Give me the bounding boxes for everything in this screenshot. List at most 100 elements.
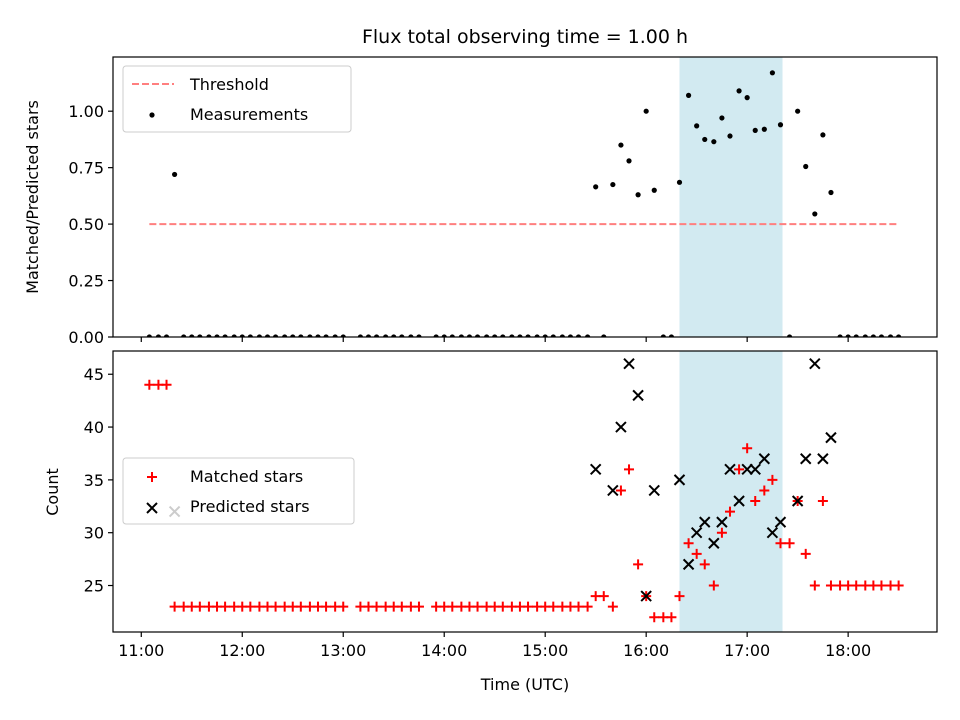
matched-stars-point <box>497 601 508 612</box>
measurements-point <box>340 334 346 337</box>
matched-stars-point <box>270 601 281 612</box>
matched-stars-point <box>775 538 786 549</box>
bottom-x-tick-label: 15:00 <box>522 641 568 660</box>
matched-stars-point <box>371 601 382 612</box>
measurements-point <box>845 334 851 337</box>
measurements-point <box>878 334 885 337</box>
top-y-tick-label: 0.75 <box>68 159 104 178</box>
measurements-point <box>146 334 152 337</box>
measurements-point <box>449 334 455 337</box>
predicted-stars-point <box>682 558 695 571</box>
measurements-point <box>643 108 649 114</box>
measurements-point <box>887 334 894 337</box>
measurements-point <box>567 334 574 337</box>
measurements-point <box>769 70 776 76</box>
measurements-point <box>264 334 271 337</box>
legend-matched-swatch <box>147 472 157 482</box>
measurements-point <box>668 334 675 337</box>
top-y-tick-label: 0.25 <box>68 272 104 291</box>
measurements-point <box>542 334 548 337</box>
measurements-point <box>239 334 245 337</box>
measurements-point <box>231 334 237 337</box>
measurements-point <box>383 334 389 337</box>
bottom-y-tick-label: 25 <box>84 577 104 596</box>
matched-stars-point <box>607 601 618 612</box>
matched-stars-point <box>523 601 534 612</box>
measurements-point <box>484 334 490 337</box>
matched-stars-point <box>691 548 702 559</box>
predicted-stars-point <box>615 421 627 433</box>
matched-stars-point <box>708 580 719 591</box>
measurements-point <box>593 184 599 190</box>
matched-stars-point <box>447 601 458 612</box>
matched-stars-point <box>598 591 609 602</box>
matched-stars-point <box>674 591 685 602</box>
measurements-point <box>163 334 170 337</box>
measurements-point <box>247 334 253 337</box>
predicted-stars-point <box>690 526 703 539</box>
matched-stars-point <box>851 580 862 591</box>
measurements-point <box>853 334 859 337</box>
matched-stars-point <box>321 601 332 612</box>
measurements-point <box>222 334 228 337</box>
legend-matched-label: Matched stars <box>190 467 303 486</box>
measurements-point <box>820 132 826 138</box>
top-shaded-span <box>679 57 783 337</box>
matched-stars-point <box>548 601 559 612</box>
matched-stars-point <box>893 580 904 591</box>
measurements-point <box>694 123 700 129</box>
matched-stars-point <box>800 548 811 559</box>
predicted-stars-point <box>716 516 728 528</box>
measurements-point <box>744 95 750 101</box>
measurements-point <box>416 334 422 337</box>
predicted-stars-point <box>733 495 745 507</box>
measurements-point <box>365 334 372 337</box>
legend-measurements-swatch <box>149 112 155 118</box>
measurements-point <box>155 334 162 337</box>
measurements-point <box>323 334 329 337</box>
measurements-point <box>837 334 843 337</box>
measurements-point <box>290 334 296 337</box>
measurements-point <box>282 334 288 337</box>
measurements-point <box>626 158 632 164</box>
bottom-x-tick-label: 18:00 <box>825 641 871 660</box>
measurements-point <box>786 334 793 337</box>
measurements-point <box>870 334 876 337</box>
measurements-point <box>550 334 556 337</box>
bottom-x-tick-label: 16:00 <box>623 641 669 660</box>
matched-stars-point <box>750 496 761 507</box>
matched-stars-point <box>194 601 205 612</box>
matched-stars-point <box>716 527 727 538</box>
matched-stars-point <box>666 612 677 623</box>
measurements-point <box>171 171 178 178</box>
measurements-point <box>752 127 758 133</box>
measurements-point <box>525 334 531 337</box>
predicted-stars-point <box>623 357 635 370</box>
bottom-y-tick-label: 45 <box>84 365 104 384</box>
measurements-point <box>534 334 540 337</box>
matched-stars-point <box>742 443 753 454</box>
measurements-point <box>509 334 515 337</box>
predicted-stars-point <box>640 590 652 602</box>
measurements-point <box>828 189 834 196</box>
measurements-point <box>610 181 616 188</box>
matched-stars-point <box>615 485 626 496</box>
matched-stars-point <box>699 559 710 570</box>
bottom-y-axis-label: Count <box>43 468 62 516</box>
measurements-point <box>206 334 212 337</box>
measurements-point <box>181 334 187 337</box>
measurements-point <box>466 334 473 337</box>
bottom-x-tick-label: 13:00 <box>320 641 366 660</box>
measurements-point <box>332 334 338 337</box>
measurements-point <box>711 139 717 145</box>
predicted-stars-point <box>758 453 771 465</box>
matched-stars-point <box>245 601 256 612</box>
measurements-point <box>441 334 447 337</box>
matched-stars-point <box>396 601 407 612</box>
top-y-tick-label: 0.00 <box>68 328 104 347</box>
bottom-y-tick-label: 35 <box>84 471 104 490</box>
matched-stars-point <box>624 464 635 475</box>
measurements-point <box>719 115 725 121</box>
matched-stars-point <box>295 601 306 612</box>
